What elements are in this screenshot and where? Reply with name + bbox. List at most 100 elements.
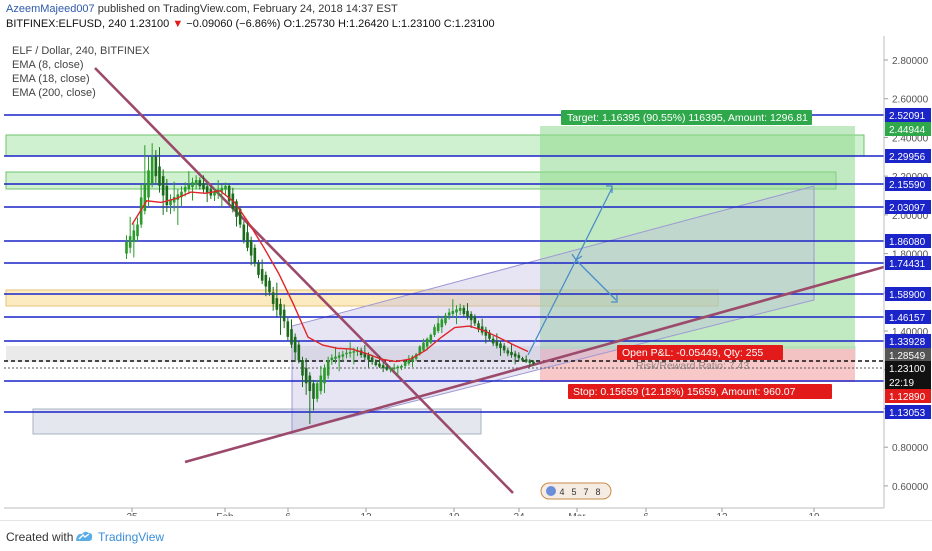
candle-body[interactable] — [396, 366, 400, 369]
candle-body[interactable] — [125, 241, 128, 254]
tradingview-logo-icon[interactable] — [74, 529, 94, 543]
candle-body[interactable] — [411, 356, 414, 362]
level-price-tag[interactable] — [885, 200, 931, 214]
candle-body[interactable] — [275, 298, 279, 310]
event-badge-label[interactable]: 4 — [559, 487, 564, 497]
candle-body[interactable] — [213, 191, 216, 196]
target-label-box[interactable] — [561, 110, 812, 125]
candle-body[interactable] — [429, 334, 433, 343]
candle-body[interactable] — [290, 329, 293, 345]
open-pnl-box[interactable] — [617, 345, 783, 360]
candle-body[interactable] — [466, 310, 469, 318]
level-price-tag[interactable] — [885, 287, 931, 301]
candle-body[interactable] — [517, 355, 521, 359]
candle-body[interactable] — [484, 329, 488, 336]
candle-body[interactable] — [469, 314, 473, 321]
candle-body[interactable] — [293, 336, 297, 353]
candle-body[interactable] — [150, 156, 154, 184]
stop-label-box[interactable] — [568, 384, 832, 399]
candle-body[interactable] — [418, 346, 422, 355]
event-badge-label[interactable]: 8 — [595, 487, 600, 497]
price-marker-tag[interactable] — [885, 389, 931, 403]
candle-body[interactable] — [447, 312, 451, 316]
price-marker-tag[interactable] — [885, 122, 931, 136]
candle-body[interactable] — [444, 315, 447, 324]
candle-body[interactable] — [510, 351, 513, 356]
candle-body[interactable] — [268, 280, 271, 293]
candle-body[interactable] — [367, 355, 370, 360]
candle-body[interactable] — [194, 180, 198, 185]
candle-body[interactable] — [165, 185, 169, 206]
candle-body[interactable] — [385, 366, 389, 370]
candle-body[interactable] — [403, 361, 407, 366]
legend-ema200[interactable]: EMA (200, close) — [12, 87, 96, 99]
candle-body[interactable] — [495, 341, 499, 346]
target-zone[interactable] — [540, 126, 855, 349]
candle-body[interactable] — [312, 383, 315, 399]
candle-body[interactable] — [381, 365, 385, 369]
candle-body[interactable] — [271, 292, 275, 304]
candle-body[interactable] — [301, 360, 304, 376]
candle-body[interactable] — [304, 367, 308, 384]
candle-body[interactable] — [319, 375, 323, 392]
candle-body[interactable] — [154, 156, 158, 177]
channel-shading[interactable] — [291, 185, 815, 433]
chart-area[interactable]: 2.800002.600002.400002.200002.000001.800… — [0, 36, 932, 516]
candle-body[interactable] — [488, 332, 491, 339]
legend-ema8[interactable]: EMA (8, close) — [12, 59, 84, 71]
price-marker-tag[interactable] — [885, 361, 931, 375]
price-marker-tag[interactable] — [885, 375, 931, 389]
projection-path-down[interactable] — [575, 259, 617, 301]
demand-zone[interactable] — [32, 408, 482, 435]
candle-body[interactable] — [337, 355, 341, 358]
candle-body[interactable] — [220, 187, 224, 192]
candle-body[interactable] — [330, 357, 334, 361]
event-badge-label[interactable]: 7 — [583, 487, 588, 497]
candle-body[interactable] — [128, 236, 132, 248]
candle-body[interactable] — [242, 224, 246, 241]
event-badge-label[interactable]: 5 — [571, 487, 576, 497]
candle-body[interactable] — [345, 352, 348, 355]
candle-body[interactable] — [462, 307, 466, 315]
candle-body[interactable] — [458, 307, 462, 311]
candle-body[interactable] — [524, 359, 528, 362]
candle-body[interactable] — [451, 310, 455, 315]
candle-body[interactable] — [249, 240, 253, 256]
candle-body[interactable] — [227, 185, 231, 202]
candle-body[interactable] — [499, 343, 502, 349]
candle-body[interactable] — [136, 224, 139, 237]
candle-body[interactable] — [528, 360, 532, 363]
candle-body[interactable] — [436, 323, 440, 332]
candle-body[interactable] — [359, 350, 363, 356]
candle-body[interactable] — [279, 303, 282, 316]
level-price-tag[interactable] — [885, 310, 931, 324]
candle-body[interactable] — [143, 183, 147, 212]
candle-body[interactable] — [378, 363, 381, 367]
publisher-link[interactable]: AzeemMajeed007 — [6, 3, 95, 15]
candle-body[interactable] — [246, 232, 249, 248]
candle-body[interactable] — [425, 338, 429, 347]
legend-ema18[interactable]: EMA (18, close) — [12, 73, 90, 85]
candle-body[interactable] — [297, 344, 301, 361]
candle-body[interactable] — [147, 170, 150, 198]
candle-body[interactable] — [187, 184, 191, 190]
event-badge-group[interactable] — [540, 482, 612, 500]
candle-body[interactable] — [235, 201, 238, 217]
candle-body[interactable] — [253, 247, 257, 264]
candle-body[interactable] — [477, 323, 480, 330]
candle-body[interactable] — [513, 353, 517, 357]
candle-body[interactable] — [161, 176, 165, 196]
candle-body[interactable] — [334, 356, 337, 359]
candle-body[interactable] — [506, 350, 510, 354]
level-price-tag[interactable] — [885, 334, 931, 348]
candle-body[interactable] — [455, 309, 458, 313]
ema-line[interactable] — [131, 189, 529, 363]
candle-body[interactable] — [264, 274, 268, 287]
candle-body[interactable] — [286, 321, 290, 337]
candle-body[interactable] — [260, 269, 264, 281]
candle-body[interactable] — [308, 375, 312, 392]
level-price-tag[interactable] — [885, 149, 931, 163]
price-marker-tag[interactable] — [885, 348, 931, 362]
candle-body[interactable] — [370, 357, 374, 363]
candle-body[interactable] — [341, 354, 345, 357]
